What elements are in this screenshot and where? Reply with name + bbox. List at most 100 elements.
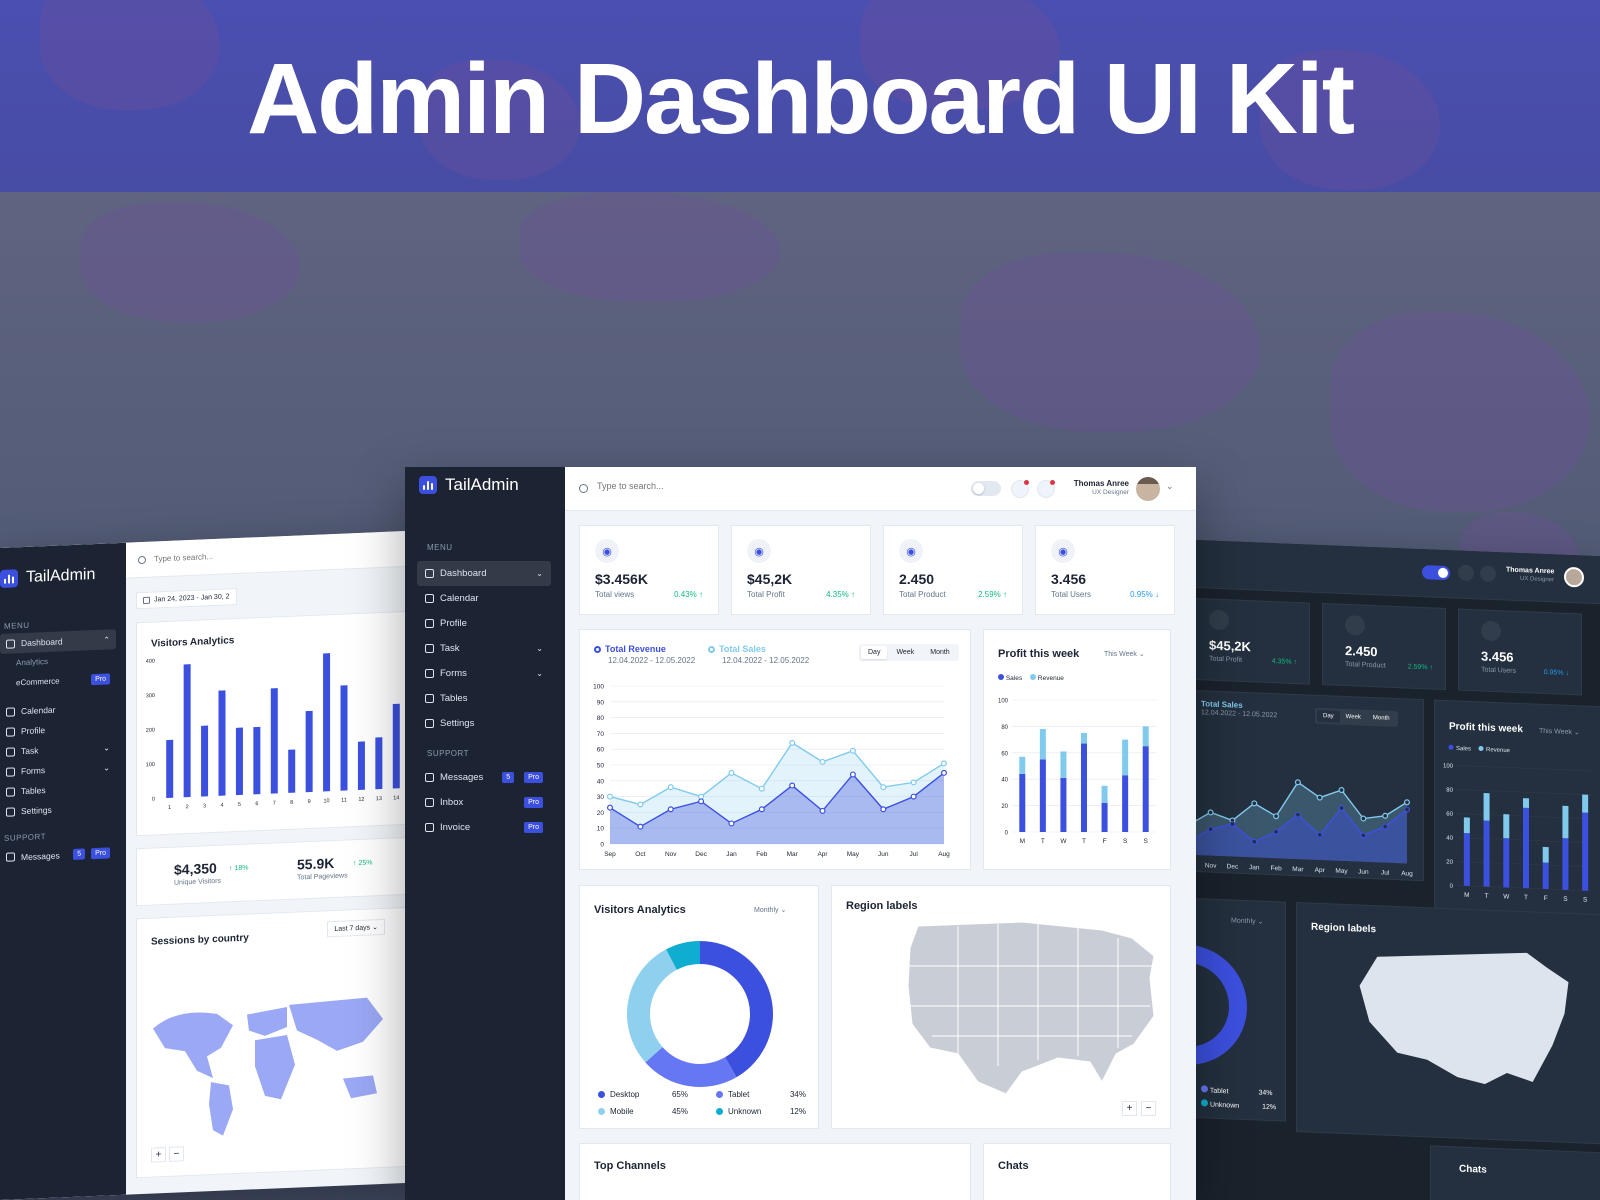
bar-revenue[interactable] — [1542, 846, 1549, 863]
chat-icon[interactable] — [1037, 480, 1055, 498]
data-point[interactable] — [1316, 831, 1323, 838]
sidebar-item-task[interactable]: Task ⌄ — [417, 636, 551, 661]
sidebar-item-profile[interactable]: Profile — [417, 611, 551, 636]
chevron-down-icon[interactable]: ⌄ — [1166, 481, 1174, 491]
bar-sales[interactable] — [1122, 775, 1129, 832]
tab-week[interactable]: Week — [896, 649, 915, 656]
data-point[interactable] — [1251, 800, 1258, 807]
data-point[interactable] — [1404, 806, 1411, 813]
data-point[interactable] — [1360, 815, 1367, 822]
bar-revenue[interactable] — [1060, 751, 1067, 778]
donut-slice-desktop[interactable] — [700, 941, 773, 1078]
bar-revenue[interactable] — [1019, 756, 1026, 774]
brand-logo[interactable]: TailAdmin — [0, 566, 95, 588]
bar-sales[interactable] — [1060, 777, 1067, 832]
bar[interactable] — [375, 737, 383, 790]
bar-sales[interactable] — [1039, 759, 1046, 832]
data-point[interactable] — [789, 782, 796, 789]
bar-revenue[interactable] — [1582, 794, 1589, 813]
donut-slice-tablet[interactable] — [645, 1047, 737, 1087]
data-point[interactable] — [849, 771, 856, 778]
data-point[interactable] — [941, 769, 948, 776]
bar-revenue[interactable] — [1483, 792, 1490, 821]
donut-slice-unknown[interactable] — [666, 941, 700, 970]
bar-revenue[interactable] — [1101, 785, 1108, 803]
data-point[interactable] — [880, 784, 887, 791]
data-point[interactable] — [728, 820, 735, 827]
data-point[interactable] — [1316, 794, 1323, 801]
data-point[interactable] — [698, 798, 705, 805]
donut-slice-mobile[interactable] — [627, 949, 677, 1063]
zoom-in-button[interactable]: + — [151, 1147, 166, 1163]
bar-revenue[interactable] — [1463, 817, 1470, 834]
bar[interactable] — [235, 727, 243, 796]
data-point[interactable] — [910, 793, 917, 800]
tab-month[interactable]: Month — [930, 649, 950, 656]
search-icon[interactable] — [138, 555, 146, 564]
bar-sales[interactable] — [1081, 743, 1087, 832]
data-point[interactable] — [607, 793, 614, 800]
zoom-out-button[interactable]: − — [169, 1146, 184, 1162]
bell-icon[interactable] — [1011, 480, 1029, 498]
bell-icon[interactable] — [1458, 564, 1474, 582]
search-icon[interactable] — [579, 484, 588, 493]
data-point[interactable] — [1207, 809, 1214, 816]
data-point[interactable] — [1273, 813, 1280, 820]
sidebar-item-dashboard[interactable]: Dashboard ⌄ — [417, 561, 551, 586]
bar-sales[interactable] — [1019, 773, 1026, 832]
data-point[interactable] — [698, 793, 705, 800]
search-input[interactable] — [154, 548, 304, 564]
dark-mode-toggle[interactable] — [1422, 565, 1450, 581]
sidebar-item-invoice[interactable]: Invoice Pro — [417, 815, 551, 840]
bar[interactable] — [392, 703, 400, 789]
zoom-out-button[interactable]: − — [1141, 1101, 1156, 1116]
data-point[interactable] — [637, 823, 644, 830]
data-point[interactable] — [1404, 799, 1411, 806]
sessions-filter-dropdown[interactable]: Last 7 days ⌄ — [327, 918, 385, 938]
data-point[interactable] — [637, 801, 644, 808]
data-point[interactable] — [728, 769, 735, 776]
bar[interactable] — [305, 710, 313, 793]
data-point[interactable] — [941, 760, 948, 767]
bar-revenue[interactable] — [1523, 798, 1529, 808]
bar[interactable] — [340, 685, 348, 791]
tab-day[interactable]: Day — [861, 646, 888, 659]
filter-dropdown[interactable]: Monthly ⌄ — [754, 907, 787, 914]
data-point[interactable] — [1294, 811, 1301, 818]
bar[interactable] — [253, 726, 261, 795]
data-point[interactable] — [819, 758, 826, 765]
data-point[interactable] — [849, 747, 856, 754]
bar-sales[interactable] — [1582, 812, 1589, 891]
data-point[interactable] — [667, 784, 674, 791]
filter-dropdown[interactable]: This Week ⌄ — [1104, 651, 1145, 658]
bar[interactable] — [357, 741, 365, 790]
bar-sales[interactable] — [1483, 820, 1490, 887]
data-point[interactable] — [1382, 812, 1389, 819]
data-point[interactable] — [1229, 821, 1236, 828]
bar-revenue[interactable] — [1039, 729, 1046, 760]
bar[interactable] — [323, 653, 331, 792]
data-point[interactable] — [1207, 826, 1214, 833]
data-point[interactable] — [1338, 805, 1345, 812]
avatar[interactable] — [1136, 477, 1160, 501]
bar[interactable] — [183, 664, 191, 798]
bar-revenue[interactable] — [1562, 805, 1569, 839]
bar-sales[interactable] — [1523, 807, 1529, 889]
data-point[interactable] — [880, 806, 887, 813]
sidebar-item-settings[interactable]: Settings — [0, 797, 116, 822]
bar[interactable] — [218, 690, 226, 796]
data-point[interactable] — [1360, 832, 1367, 839]
bar-revenue[interactable] — [1081, 733, 1087, 744]
sidebar-item-tables[interactable]: Tables — [417, 686, 551, 711]
sidebar-item-ecommerce[interactable]: eCommerce Pro — [0, 668, 116, 694]
bar-revenue[interactable] — [1142, 726, 1149, 747]
sidebar-item-messages[interactable]: Messages 5 Pro — [417, 765, 551, 790]
data-point[interactable] — [910, 779, 917, 786]
data-point[interactable] — [819, 807, 826, 814]
bar-sales[interactable] — [1142, 746, 1149, 832]
data-point[interactable] — [1294, 779, 1301, 786]
brand-logo[interactable]: TailAdmin — [419, 475, 519, 495]
sidebar-item-settings[interactable]: Settings — [417, 711, 551, 736]
date-range-picker[interactable]: Jan 24, 2023 - Jan 30, 2 — [136, 588, 237, 610]
data-point[interactable] — [758, 806, 765, 813]
